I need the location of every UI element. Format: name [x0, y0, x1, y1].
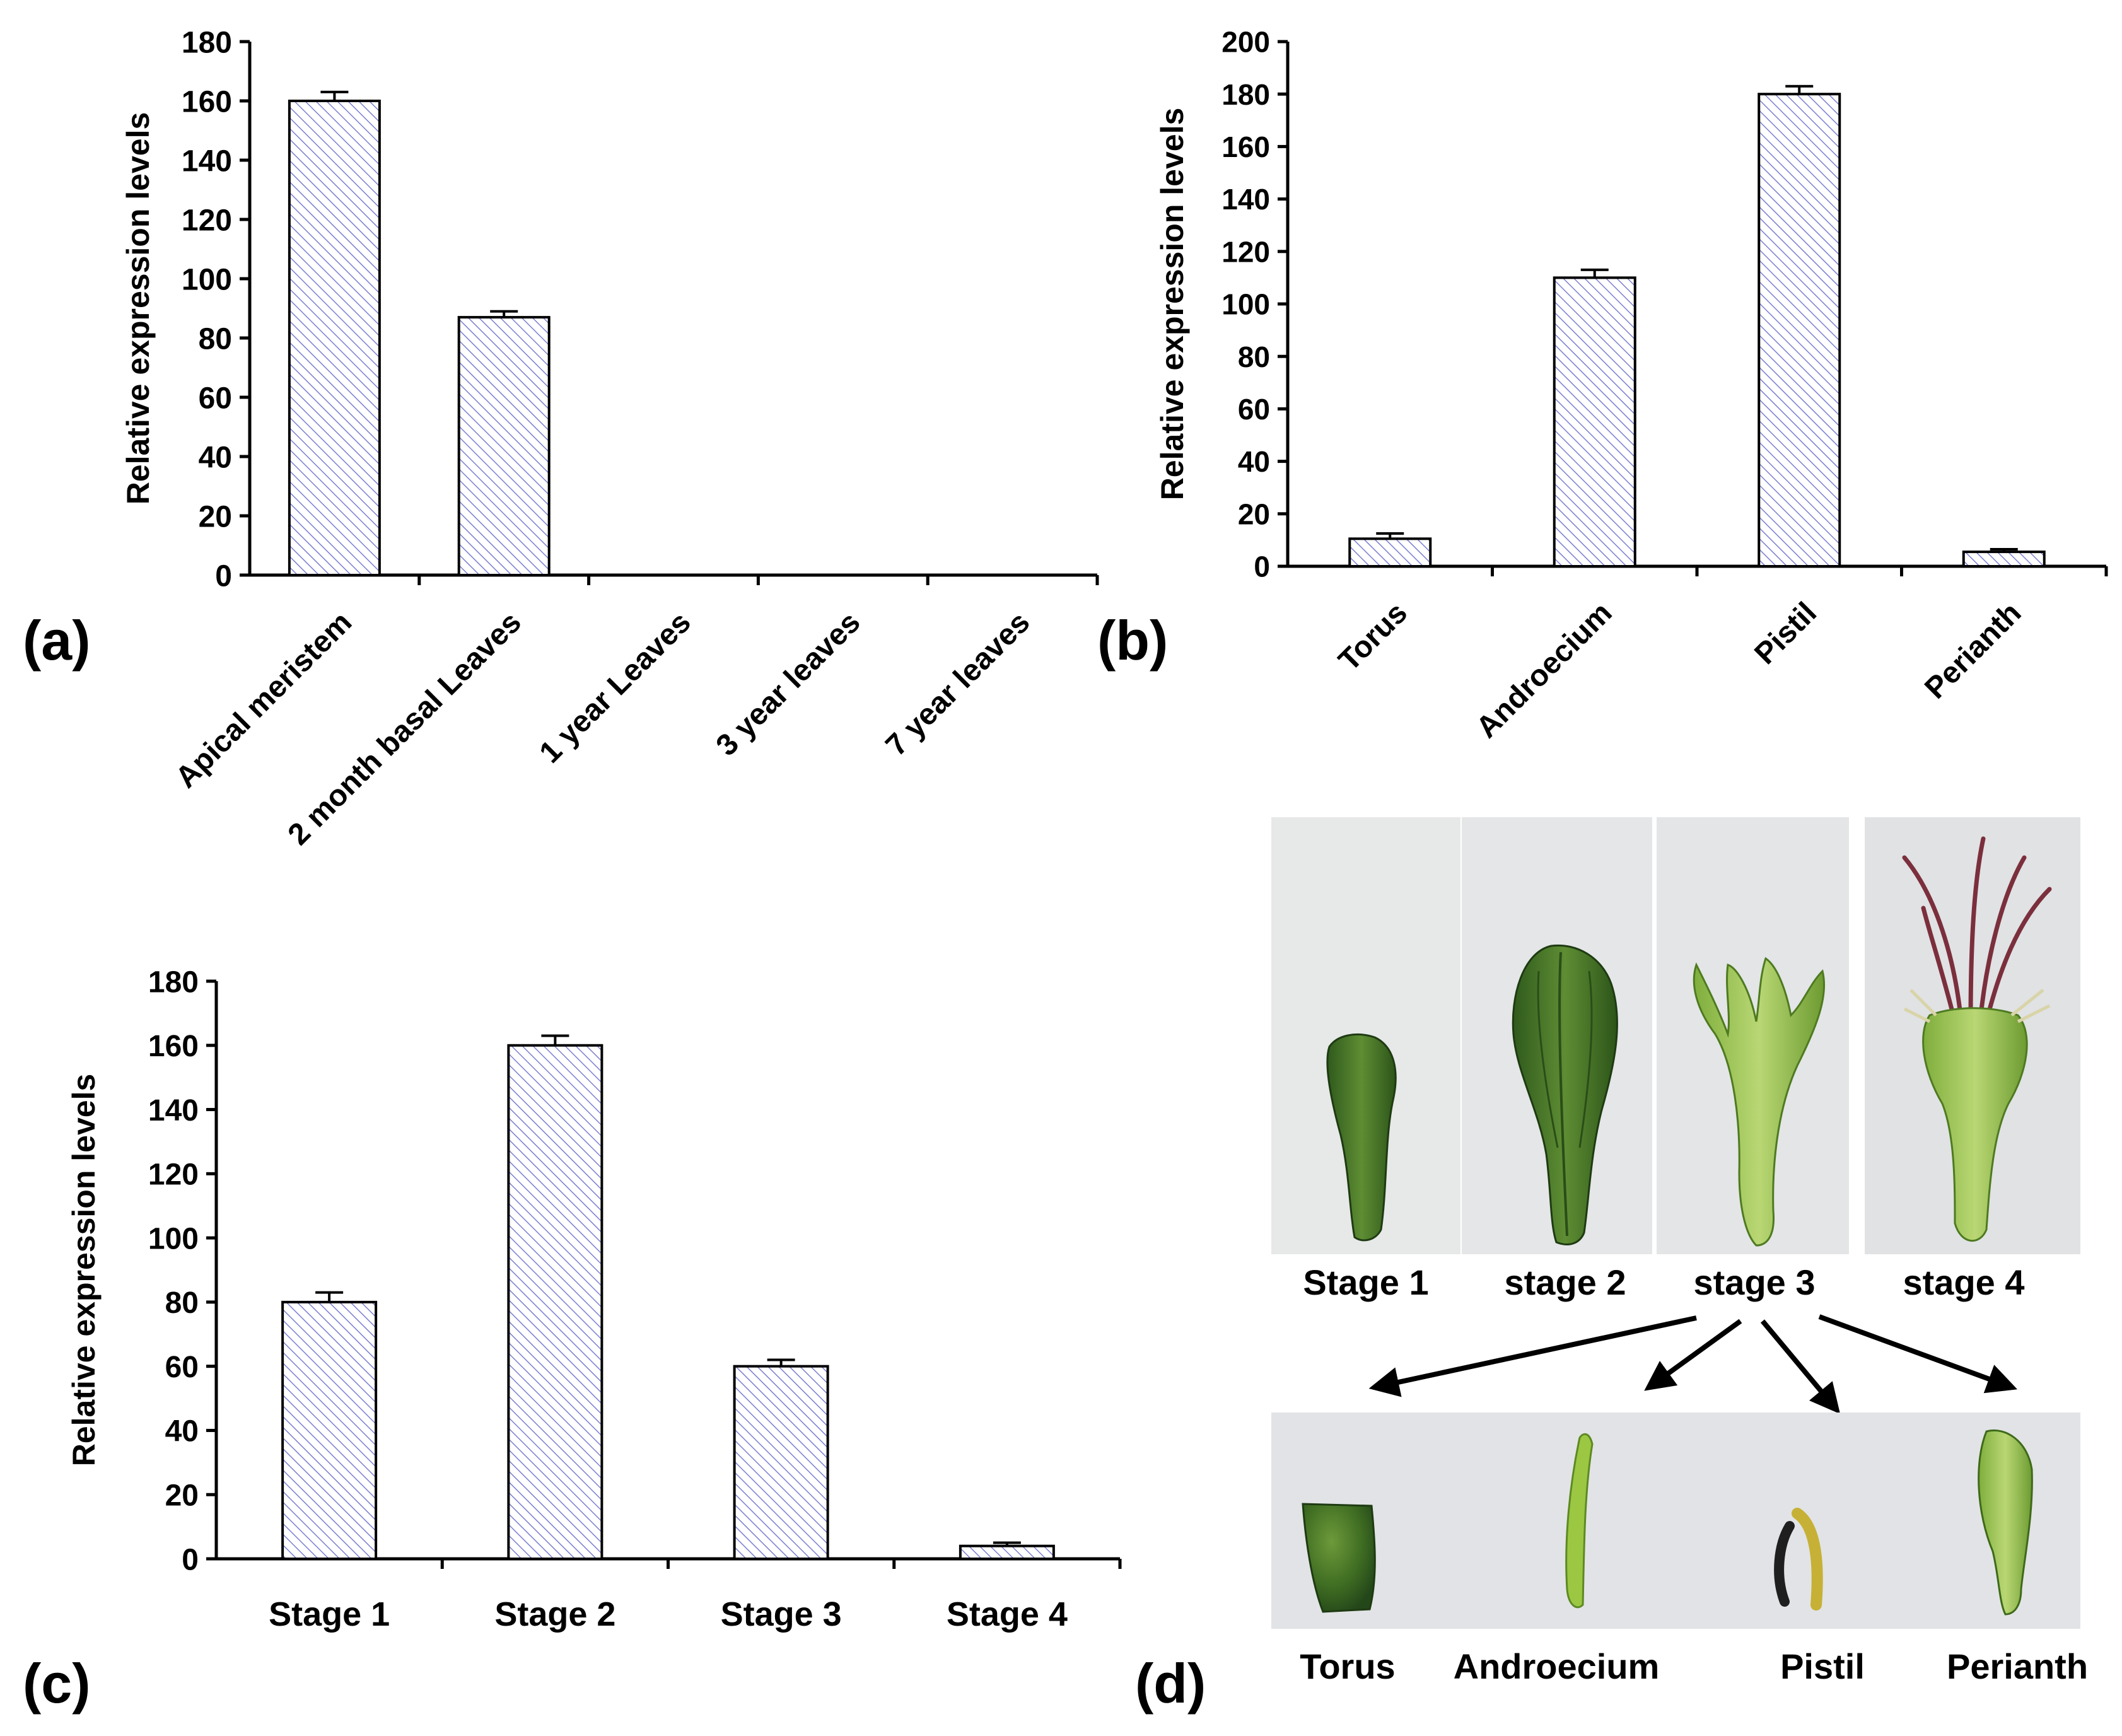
y-tick-label: 160 — [1221, 131, 1270, 163]
y-tick-label: 140 — [1221, 183, 1270, 216]
x-tick-label: 7 year leaves — [880, 605, 1037, 762]
bar — [959, 1544, 1055, 1561]
y-tick-label: 120 — [1221, 235, 1270, 268]
y-axis-title: Relative expression levels — [1155, 108, 1190, 501]
stage-1-photo — [1271, 817, 1460, 1254]
y-tick-label: 160 — [148, 1030, 199, 1063]
x-tick-label: Androecium — [1470, 596, 1618, 744]
y-tick-label: 180 — [182, 26, 232, 59]
y-tick-label: 20 — [199, 500, 232, 533]
dissection-arrows — [1368, 1314, 2018, 1414]
bar — [733, 1365, 829, 1561]
y-tick-label: 60 — [1238, 393, 1270, 426]
bar — [1553, 276, 1636, 568]
x-tick-label: 3 year leaves — [710, 605, 867, 762]
y-tick-label: 180 — [148, 965, 199, 999]
bar — [507, 1044, 603, 1561]
organ-caption-pistil: Pistil — [1780, 1646, 1865, 1686]
organs-photo — [1271, 1413, 2080, 1629]
y-tick-label: 160 — [182, 85, 232, 119]
y-tick-label: 140 — [182, 144, 232, 178]
y-tick-label: 80 — [1238, 341, 1270, 373]
x-tick-label: Torus — [1332, 596, 1414, 677]
y-tick-label: 180 — [1221, 78, 1270, 111]
organ-caption-androecium: Androecium — [1454, 1646, 1660, 1686]
panel-label-a: (a) — [23, 609, 91, 672]
y-tick-label: 100 — [182, 263, 232, 296]
bar — [1962, 551, 2046, 568]
x-tick-label: 1 year Leaves — [533, 605, 697, 769]
x-tick-label: Stage 3 — [721, 1595, 842, 1633]
y-tick-label: 80 — [199, 322, 232, 356]
y-tick-label: 0 — [215, 559, 232, 593]
x-tick-label: Stage 1 — [269, 1595, 390, 1633]
panel-label-c: (c) — [23, 1652, 91, 1715]
y-axis-title: Relative expression levels — [66, 1074, 102, 1467]
y-tick-label: 0 — [1254, 551, 1270, 583]
y-tick-label: 100 — [1221, 288, 1270, 321]
y-tick-label: 40 — [165, 1415, 199, 1448]
stage-2-photo — [1462, 817, 1652, 1254]
stage-caption-1: Stage 1 — [1303, 1262, 1428, 1302]
y-tick-label: 200 — [1221, 26, 1270, 59]
chart-panel-b: 0 20 40 60 80 100 120 140 160 180 200 Torus Androeci… — [1097, 26, 2108, 745]
stage-3-photo — [1657, 817, 1849, 1254]
x-tick-label: Pistil — [1748, 596, 1823, 671]
organ-caption-torus: Torus — [1300, 1646, 1395, 1686]
y-tick-label: 40 — [1238, 445, 1270, 478]
bar — [281, 1300, 378, 1561]
x-tick-label: Stage 4 — [947, 1595, 1068, 1633]
stage-4-photo — [1865, 817, 2080, 1254]
stage-caption-3: stage 3 — [1694, 1262, 1816, 1302]
organ-caption-perianth: Perianth — [1947, 1646, 2088, 1686]
y-axis-title: Relative expression levels — [120, 112, 156, 505]
y-tick-label: 60 — [199, 382, 232, 415]
y-tick-label: 120 — [182, 204, 232, 237]
y-tick-label: 60 — [165, 1351, 199, 1384]
y-tick-label: 140 — [148, 1094, 199, 1127]
panel-label-d: (d) — [1135, 1652, 1206, 1715]
bar — [1758, 93, 1841, 568]
x-tick-label: Apical meristem — [169, 605, 358, 795]
y-tick-label: 20 — [1238, 498, 1270, 530]
stage-caption-4: stage 4 — [1903, 1262, 2025, 1302]
bar — [457, 316, 551, 576]
y-tick-label: 0 — [182, 1543, 199, 1576]
y-tick-label: 120 — [148, 1158, 199, 1192]
bar — [1348, 537, 1432, 568]
photo-panel-d: Stage 1 stage 2 stage 3 stage 4 Torus An… — [1135, 817, 2088, 1715]
y-tick-label: 20 — [165, 1479, 199, 1513]
x-tick-label: Perianth — [1918, 596, 2027, 705]
y-tick-label: 80 — [165, 1286, 199, 1320]
chart-panel-c: 0 20 40 60 80 100 120 140 160 180 Stage 1 Stage 2 St… — [23, 965, 1122, 1715]
bar — [288, 100, 381, 576]
x-tick-label: Stage 2 — [494, 1595, 615, 1633]
stage-caption-2: stage 2 — [1505, 1262, 1626, 1302]
y-tick-label: 100 — [148, 1222, 199, 1255]
y-tick-label: 40 — [199, 441, 232, 474]
panel-label-b: (b) — [1097, 609, 1168, 672]
